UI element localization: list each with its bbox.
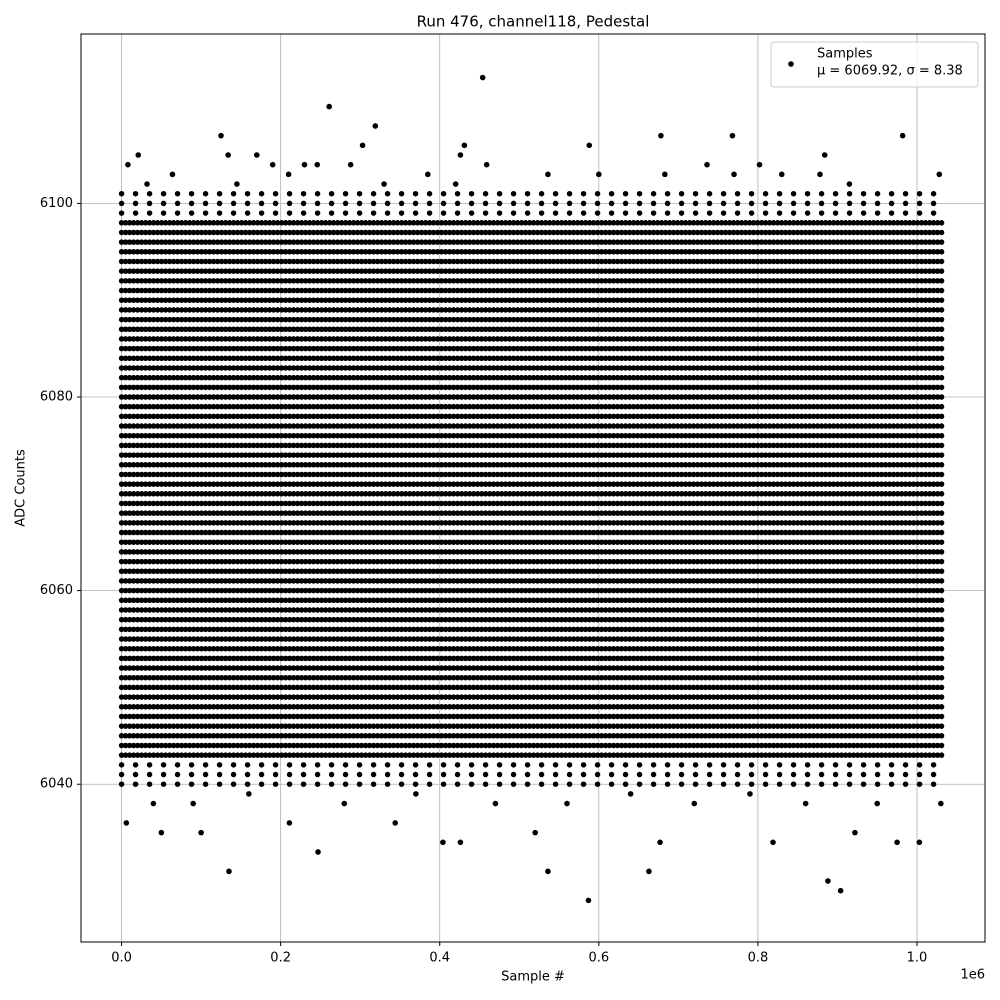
plot-frame — [80, 33, 986, 943]
sample-point — [301, 161, 308, 168]
sample-point — [123, 820, 130, 826]
sample-point — [158, 829, 165, 836]
y-tick-label: 6060 — [40, 583, 73, 598]
sample-point — [169, 171, 176, 178]
sample-point — [837, 887, 844, 894]
legend-box — [770, 41, 979, 88]
x-axis-label: Sample # — [501, 970, 565, 985]
sample-point — [545, 868, 551, 875]
chart-title: Run 476, channel118, Pedestal — [417, 13, 650, 31]
sample-point — [747, 791, 753, 797]
sample-point — [150, 800, 157, 807]
x-tick-label: 0.8 — [748, 951, 769, 966]
sample-point — [326, 103, 332, 110]
sample-point — [457, 152, 464, 158]
sample-point — [770, 839, 776, 846]
sample-point — [461, 142, 468, 149]
sample-point — [226, 868, 232, 875]
x-tick-label: 0.6 — [588, 951, 609, 966]
sample-point — [704, 161, 710, 168]
sample-point — [286, 820, 293, 826]
x-tick-label: 0.4 — [429, 951, 450, 966]
sample-point — [198, 829, 204, 836]
sample-point — [359, 142, 366, 149]
sample-point — [938, 800, 944, 807]
sample-point — [532, 829, 538, 836]
sample-point — [802, 800, 809, 807]
sample-point — [425, 171, 431, 178]
sample-point — [874, 800, 881, 807]
sample-point — [190, 800, 196, 807]
sample-point — [341, 800, 348, 807]
sample-point — [314, 161, 321, 168]
sample-point — [646, 868, 652, 875]
sample-point — [899, 132, 906, 139]
sample-point — [440, 839, 446, 846]
sample-point — [846, 181, 853, 187]
sample-point — [662, 171, 668, 178]
x-tick-label: 0.2 — [270, 951, 291, 966]
sample-point — [381, 181, 387, 187]
x-offset-label: 1e6 — [960, 968, 985, 983]
sample-point — [916, 839, 923, 846]
x-tick-label: 1.0 — [907, 951, 928, 966]
y-axis-label: ADC Counts — [14, 449, 29, 527]
sample-point — [657, 839, 663, 846]
sample-point — [821, 152, 828, 158]
legend-label: Samples — [817, 47, 873, 62]
sample-point — [218, 132, 224, 139]
x-tick-label: 0.0 — [111, 951, 132, 966]
sample-point — [372, 123, 379, 129]
sample-point — [729, 132, 736, 139]
sample-point — [413, 791, 419, 797]
y-tick-label: 6100 — [40, 196, 73, 211]
sample-point — [144, 181, 150, 187]
sample-point — [479, 74, 486, 81]
sample-point — [315, 849, 321, 855]
sample-point — [234, 181, 240, 187]
sample-point — [852, 829, 858, 836]
sample-point — [269, 161, 276, 168]
sample-point — [585, 897, 592, 904]
sample-point — [658, 132, 664, 139]
sample-point — [225, 152, 231, 158]
sample-point — [778, 171, 785, 178]
sample-point — [564, 800, 570, 807]
sample-point — [452, 181, 459, 187]
sample-point — [492, 800, 499, 807]
sample-point — [731, 171, 737, 178]
sample-point — [253, 152, 260, 158]
legend-marker — [788, 61, 794, 67]
sample-point — [457, 839, 464, 846]
sample-point — [817, 171, 823, 178]
sample-point — [627, 791, 634, 797]
sample-point — [125, 161, 131, 168]
sample-point — [586, 142, 593, 149]
sample-point — [246, 791, 252, 797]
sample-point — [285, 171, 292, 178]
sample-point — [596, 171, 602, 178]
y-tick-label: 6040 — [40, 777, 73, 792]
sample-point — [894, 839, 900, 846]
sample-point — [756, 161, 763, 168]
sample-point — [135, 152, 142, 158]
sample-point — [392, 820, 398, 826]
sample-point — [347, 161, 354, 168]
sample-point — [483, 161, 490, 168]
sample-point — [545, 171, 551, 178]
sample-point — [691, 800, 698, 807]
y-tick-label: 6080 — [40, 390, 73, 405]
legend-stats: μ = 6069.92, σ = 8.38 — [817, 64, 963, 79]
sample-point — [825, 878, 831, 884]
sample-point — [936, 171, 943, 178]
